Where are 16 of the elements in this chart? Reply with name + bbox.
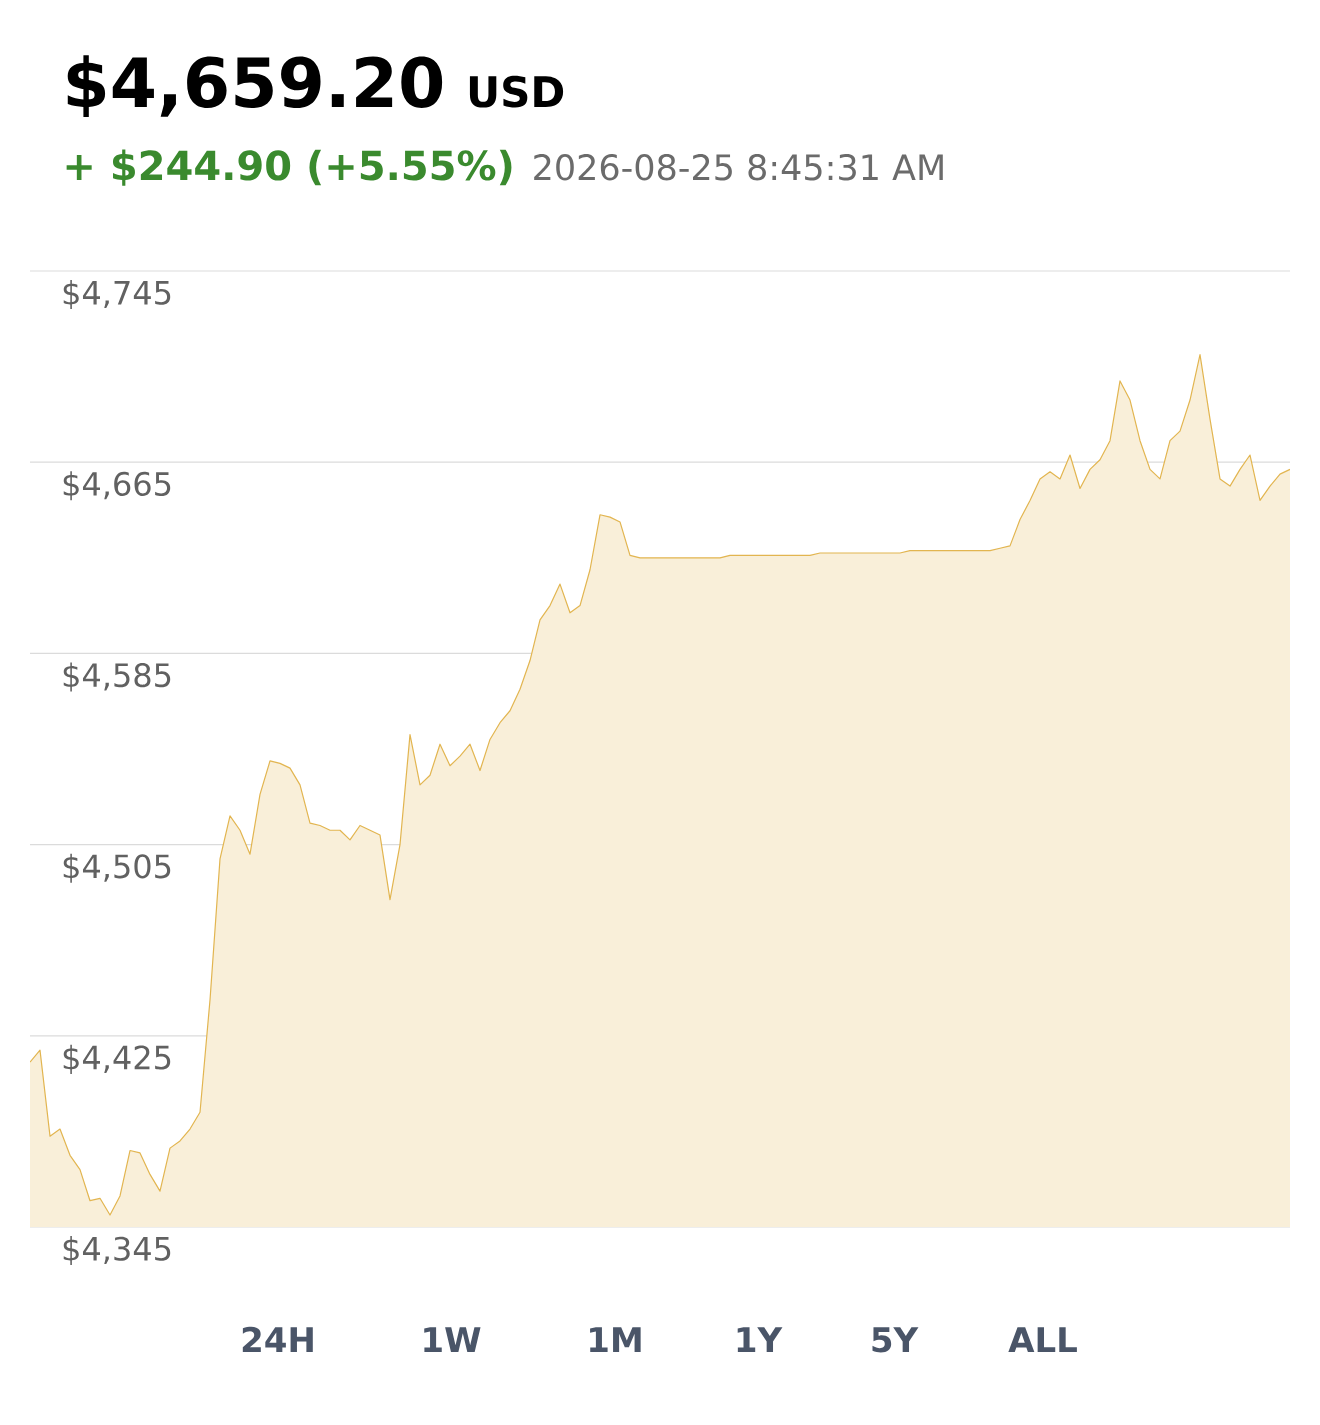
y-tick-label: $4,425	[63, 1044, 171, 1074]
text: 1W	[424, 1327, 481, 1352]
text: 1Y	[737, 1327, 783, 1352]
chart-title: $4,659.20	[67, 55, 443, 117]
text: USD	[469, 75, 564, 108]
text: ALL	[1008, 1327, 1077, 1352]
text: 2026-08-25 8:45:31 AM	[534, 154, 943, 181]
y-tick-label: $4,665	[63, 471, 171, 501]
y-tick-label: $4,745	[63, 280, 171, 310]
chart-subtitle: + $244.90 (+5.55%)	[66, 149, 512, 186]
text: 5Y	[872, 1327, 919, 1353]
y-tick-label: $4,585	[63, 662, 171, 692]
y-tick-label: $4,345	[63, 1236, 171, 1266]
text: 24H	[242, 1326, 313, 1352]
y-tick-label: $4,505	[63, 853, 171, 883]
text: 1M	[590, 1327, 641, 1352]
